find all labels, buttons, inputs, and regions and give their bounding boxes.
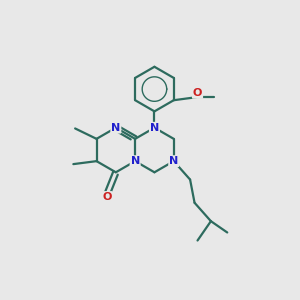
Text: N: N [150, 123, 159, 133]
Text: O: O [102, 192, 112, 202]
Text: N: N [111, 123, 121, 133]
Text: N: N [130, 156, 140, 166]
Text: N: N [169, 156, 178, 166]
Text: O: O [193, 88, 202, 98]
